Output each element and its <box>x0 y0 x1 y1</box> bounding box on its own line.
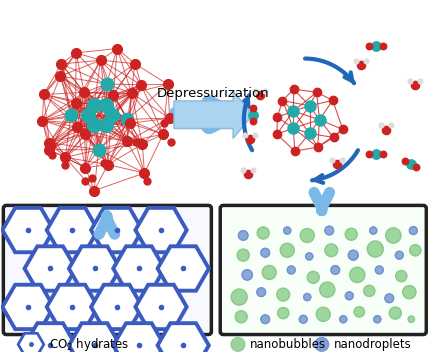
Circle shape <box>408 316 414 323</box>
Text: nanobubbles: nanobubbles <box>250 338 326 351</box>
Circle shape <box>307 271 319 283</box>
Circle shape <box>367 241 383 257</box>
Circle shape <box>339 316 347 323</box>
Circle shape <box>325 226 334 235</box>
Circle shape <box>257 288 265 297</box>
Polygon shape <box>2 285 54 329</box>
Polygon shape <box>91 208 142 252</box>
Circle shape <box>375 266 383 274</box>
Circle shape <box>374 316 381 323</box>
Circle shape <box>287 266 295 274</box>
Circle shape <box>299 315 307 323</box>
Polygon shape <box>69 246 120 291</box>
Text: Depressurization: Depressurization <box>157 87 270 100</box>
Circle shape <box>325 244 338 257</box>
Circle shape <box>239 231 248 240</box>
Circle shape <box>370 227 377 234</box>
FancyBboxPatch shape <box>220 205 427 335</box>
Circle shape <box>235 311 247 323</box>
Circle shape <box>280 243 294 257</box>
Polygon shape <box>47 208 98 252</box>
Text: CO$_2$ hydrates: CO$_2$ hydrates <box>48 336 129 353</box>
Circle shape <box>284 227 291 234</box>
Circle shape <box>354 307 365 317</box>
Circle shape <box>395 251 403 259</box>
Polygon shape <box>113 246 165 291</box>
Polygon shape <box>113 323 165 356</box>
Polygon shape <box>158 323 209 356</box>
Text: nanodroplets: nanodroplets <box>333 338 411 351</box>
Circle shape <box>409 226 417 235</box>
Circle shape <box>277 288 290 301</box>
Circle shape <box>300 229 314 242</box>
Polygon shape <box>18 333 44 356</box>
Circle shape <box>306 253 313 260</box>
Circle shape <box>345 228 357 240</box>
Circle shape <box>262 266 276 279</box>
Circle shape <box>364 285 375 297</box>
Circle shape <box>389 307 401 319</box>
Circle shape <box>257 227 269 239</box>
Circle shape <box>331 266 339 274</box>
Circle shape <box>345 292 353 300</box>
Polygon shape <box>136 285 187 329</box>
Polygon shape <box>25 323 76 356</box>
Polygon shape <box>25 246 76 291</box>
Circle shape <box>348 250 358 260</box>
Circle shape <box>385 294 394 303</box>
Polygon shape <box>69 323 120 356</box>
Circle shape <box>278 308 289 319</box>
Circle shape <box>242 270 252 280</box>
Circle shape <box>261 248 270 257</box>
Polygon shape <box>47 285 98 329</box>
Circle shape <box>315 337 329 351</box>
Circle shape <box>231 289 247 305</box>
Circle shape <box>304 293 311 301</box>
Circle shape <box>320 282 335 297</box>
Circle shape <box>410 245 421 256</box>
Circle shape <box>350 267 365 283</box>
Polygon shape <box>2 208 54 252</box>
Circle shape <box>403 286 416 299</box>
Polygon shape <box>136 208 187 252</box>
Circle shape <box>261 315 270 324</box>
Circle shape <box>386 228 401 243</box>
Polygon shape <box>91 285 142 329</box>
FancyBboxPatch shape <box>3 205 211 335</box>
Polygon shape <box>158 246 209 291</box>
Polygon shape <box>174 91 253 138</box>
Circle shape <box>237 249 249 261</box>
Circle shape <box>316 307 330 321</box>
Circle shape <box>396 271 407 282</box>
Circle shape <box>231 337 245 351</box>
